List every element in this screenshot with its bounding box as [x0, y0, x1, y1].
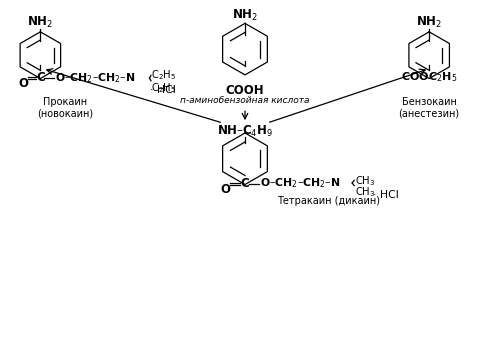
Text: C: C	[241, 177, 249, 190]
Text: · HCl: · HCl	[373, 190, 398, 200]
Text: NH$_2$: NH$_2$	[416, 15, 442, 30]
Text: C$_2$H$_5$: C$_2$H$_5$	[151, 68, 177, 82]
Text: п-аминобензойная кислота: п-аминобензойная кислота	[180, 96, 310, 105]
Text: Тетракаин (дикаин): Тетракаин (дикаин)	[277, 196, 380, 206]
Text: NH$_2$: NH$_2$	[232, 8, 258, 23]
Text: O–CH$_2$–CH$_2$–N: O–CH$_2$–CH$_2$–N	[55, 71, 135, 85]
Text: CH$_3$: CH$_3$	[355, 174, 375, 188]
Text: Бензокаин
(анестезин): Бензокаин (анестезин)	[398, 97, 460, 119]
Text: C: C	[36, 71, 45, 84]
Text: CH$_3$: CH$_3$	[355, 186, 375, 199]
Text: O: O	[220, 183, 230, 196]
Text: NH$_2$: NH$_2$	[27, 15, 53, 30]
Text: · HCl: · HCl	[150, 85, 176, 95]
Text: Прокаин
(новокаин): Прокаин (новокаин)	[37, 97, 93, 119]
Text: NH–C$_4$H$_9$: NH–C$_4$H$_9$	[217, 124, 273, 139]
Text: O: O	[18, 77, 28, 90]
Text: C$_2$H$_5$: C$_2$H$_5$	[151, 81, 177, 95]
Text: COOC$_2$H$_5$: COOC$_2$H$_5$	[401, 71, 457, 84]
Text: O–CH$_2$–CH$_2$–N: O–CH$_2$–CH$_2$–N	[260, 177, 340, 191]
Text: COOH: COOH	[226, 84, 264, 97]
